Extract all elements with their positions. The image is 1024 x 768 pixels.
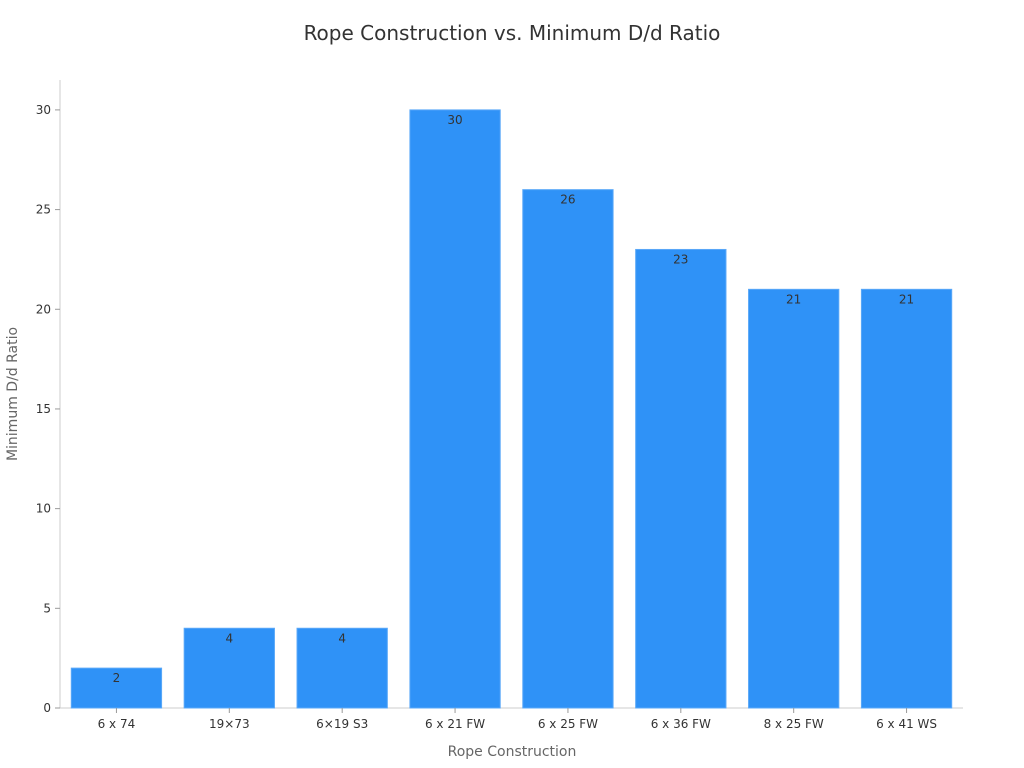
bar [748, 288, 840, 709]
x-tick-label: 6 x 25 FW [538, 717, 598, 731]
bar-value-label: 30 [447, 113, 462, 127]
bar-value-label: 23 [673, 252, 688, 266]
bar [860, 288, 953, 709]
bar [70, 667, 163, 709]
chart-title: Rope Construction vs. Minimum D/d Ratio [304, 21, 721, 45]
x-tick-label: 6×19 S3 [316, 717, 368, 731]
bar-value-label: 2 [113, 671, 121, 685]
bar-value-label: 26 [560, 193, 575, 207]
bar [296, 627, 388, 709]
y-tick-label: 0 [43, 701, 51, 715]
x-tick-label: 8 x 25 FW [764, 717, 824, 731]
bar-value-label: 4 [338, 631, 346, 645]
y-axis-title: Minimum D/d Ratio [5, 327, 21, 461]
bar [522, 189, 614, 709]
bar [635, 248, 727, 709]
x-tick-label: 6 x 21 FW [425, 717, 485, 731]
y-tick-label: 25 [36, 203, 51, 217]
bar-value-label: 4 [225, 631, 233, 645]
y-tick-label: 5 [43, 601, 51, 615]
y-tick-label: 10 [36, 502, 51, 516]
bar [183, 627, 275, 709]
x-tick-label: 6 x 41 WS [876, 717, 937, 731]
x-axis-title: Rope Construction [448, 744, 577, 760]
x-tick-label: 6 x 36 FW [651, 717, 711, 731]
y-tick-label: 15 [36, 402, 51, 416]
plot-area: 0 5 10 15 20 25 30 6 x 74 2 19×73 4 6×19 S3 4 6 x 21 … [36, 80, 963, 731]
y-tick-label: 30 [36, 103, 51, 117]
x-tick-label: 19×73 [209, 717, 250, 731]
bar-value-label: 21 [899, 292, 914, 306]
y-tick-label: 20 [36, 302, 51, 316]
bar-value-label: 21 [786, 292, 801, 306]
bar [409, 109, 501, 709]
x-tick-label: 6 x 74 [98, 717, 136, 731]
